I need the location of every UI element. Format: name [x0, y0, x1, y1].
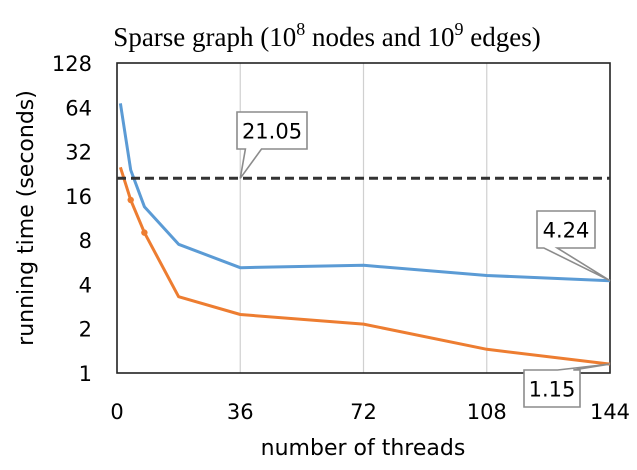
y-tick-label: 32	[65, 141, 92, 165]
callout-box	[536, 210, 611, 282]
x-tick-label: 108	[467, 400, 507, 424]
y-tick-labels: 1 2 4 8 16 32 64 128	[52, 52, 92, 386]
x-tick-label: 36	[227, 400, 254, 424]
grid	[239, 63, 488, 373]
series-marker	[141, 229, 148, 236]
y-tick-label: 16	[65, 185, 92, 209]
y-axis-label: running time (seconds)	[14, 90, 39, 346]
x-tick-label: 144	[590, 400, 630, 424]
y-tick-label: 1	[79, 362, 92, 386]
series-line-1	[118, 103, 611, 283]
x-tick-label: 72	[350, 400, 377, 424]
y-tick-label: 8	[79, 229, 92, 253]
x-axis-label: number of threads	[261, 436, 466, 461]
annotations: 21.05 4.24 1.15	[236, 111, 611, 408]
plot-border	[116, 62, 611, 374]
y-tick-label: 4	[79, 273, 92, 297]
chart-title: Sparse graph (108 nodes and 109 edges)	[113, 19, 540, 52]
callout-box	[236, 111, 308, 179]
callout-label: 1.15	[529, 378, 576, 402]
series-line-2	[118, 166, 611, 366]
callout-box	[523, 363, 611, 408]
series-marker	[127, 196, 134, 204]
x-tick-label: 0	[110, 400, 123, 424]
y-tick-label: 64	[65, 96, 92, 120]
x-tick-labels: 0 36 72 108 144	[110, 400, 630, 424]
series-group	[117, 103, 611, 366]
callout-label: 4.24	[543, 219, 590, 243]
y-tick-label: 128	[52, 52, 92, 76]
y-tick-label: 2	[79, 318, 92, 342]
callout-label: 21.05	[242, 120, 302, 144]
